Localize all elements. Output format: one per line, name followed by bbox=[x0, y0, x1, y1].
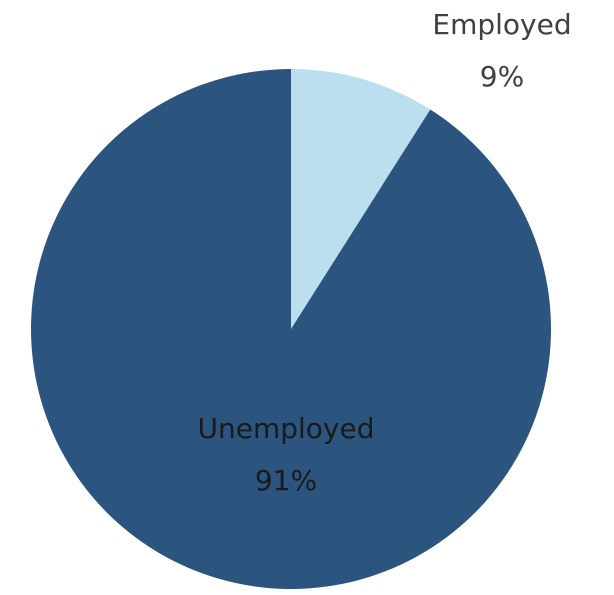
slices-group bbox=[30, 69, 552, 589]
pie-slice-unemployed bbox=[30, 69, 552, 589]
slice-label-employed: Employed bbox=[432, 8, 571, 41]
slice-value-employed: 9% bbox=[480, 60, 524, 93]
slice-label-unemployed: Unemployed bbox=[198, 412, 375, 445]
slice-value-unemployed: 91% bbox=[255, 464, 317, 497]
pie-slice-employed bbox=[291, 69, 431, 329]
